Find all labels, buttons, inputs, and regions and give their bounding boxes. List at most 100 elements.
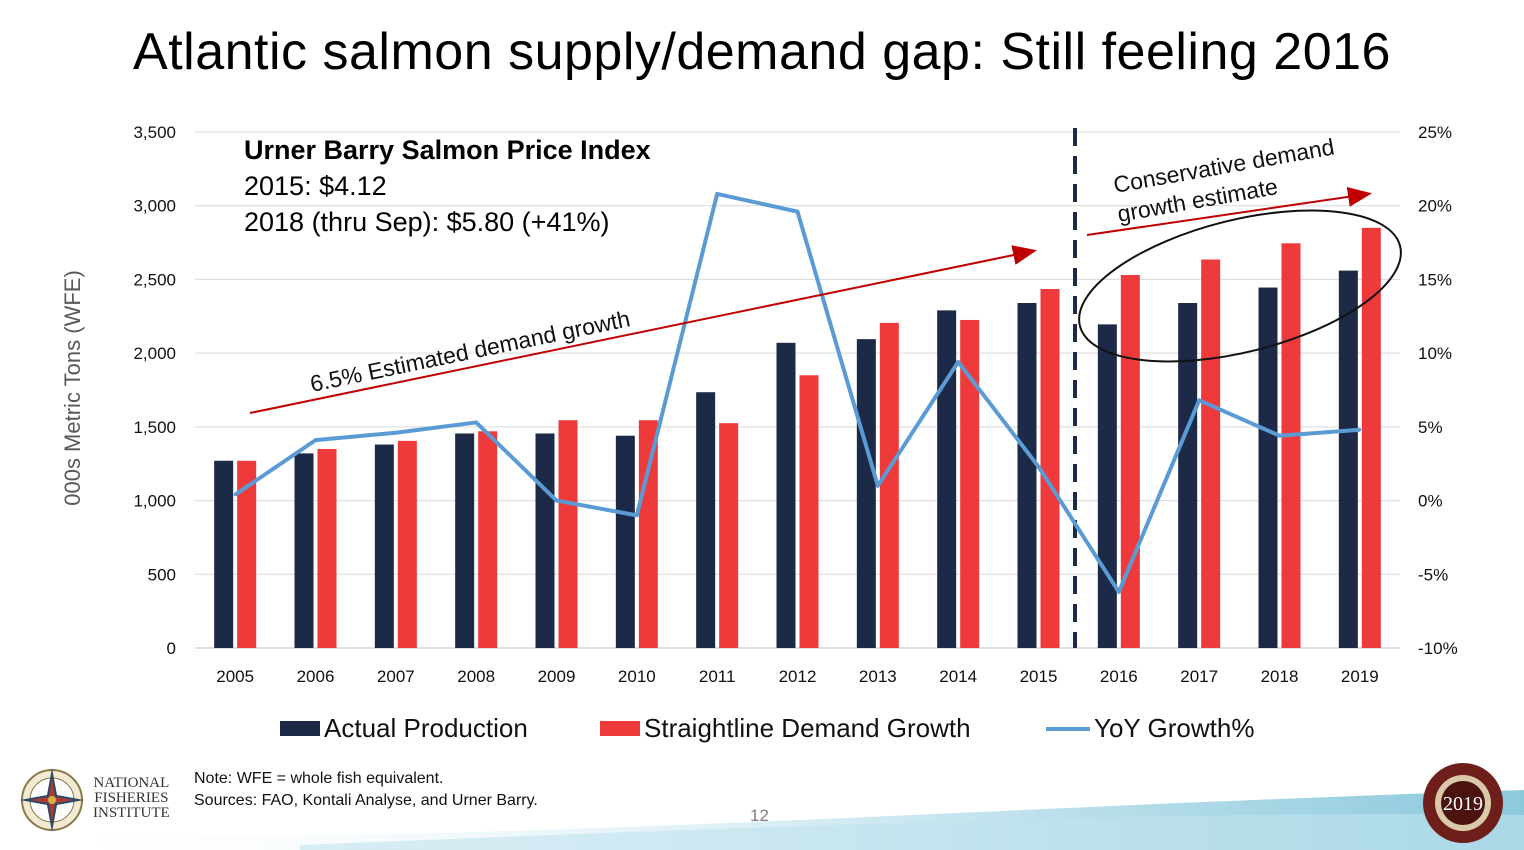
bar-demand-growth bbox=[960, 319, 980, 648]
footer-sources: Sources: FAO, Kontali Analyse, and Urner… bbox=[194, 792, 538, 809]
x-tick-label: 2014 bbox=[939, 667, 977, 686]
conference-year: 2019 bbox=[1443, 793, 1483, 815]
y-tick-label: 2,000 bbox=[133, 344, 176, 363]
bar-demand-growth bbox=[317, 448, 337, 648]
legend-label-demand: Straightline Demand Growth bbox=[644, 713, 971, 743]
slide-title: Atlantic salmon supply/demand gap: Still… bbox=[133, 23, 1391, 81]
x-tick-label: 2017 bbox=[1180, 667, 1218, 686]
legend-label-actual: Actual Production bbox=[324, 713, 528, 743]
y2-tick-label: 15% bbox=[1418, 270, 1452, 289]
bar-actual-production bbox=[374, 444, 394, 648]
x-tick-label: 2007 bbox=[377, 667, 415, 686]
grid-lines bbox=[195, 131, 1400, 649]
yoy-point bbox=[233, 493, 237, 497]
bar-actual-production bbox=[1097, 324, 1117, 648]
bar-actual-production bbox=[776, 342, 796, 648]
legend-item-actual: Actual Production bbox=[280, 713, 528, 744]
demand-growth-label: 6.5% Estimated demand growth bbox=[308, 305, 633, 397]
bar-demand-growth bbox=[1201, 259, 1221, 648]
nfi-text-line1: NATIONAL bbox=[93, 775, 170, 791]
yoy-point bbox=[956, 360, 960, 364]
yoy-point bbox=[635, 513, 639, 517]
yoy-point bbox=[796, 210, 799, 214]
bar-actual-production bbox=[937, 310, 957, 648]
nfi-logo-text: NATIONAL FISHERIES INSTITUTE bbox=[93, 776, 170, 821]
price-index-2018: 2018 (thru Sep): $5.80 (+41%) bbox=[244, 207, 610, 237]
bar-actual-production bbox=[535, 433, 555, 648]
x-tick-label: 2005 bbox=[216, 667, 254, 686]
price-index-2015: 2015: $4.12 bbox=[244, 171, 387, 201]
yoy-point bbox=[555, 499, 558, 503]
bar-actual-production bbox=[1017, 303, 1037, 648]
legend-swatch-actual bbox=[280, 721, 320, 736]
bar-demand-growth bbox=[879, 322, 899, 648]
bar-demand-growth bbox=[638, 420, 658, 648]
yoy-line-layer bbox=[233, 191, 1362, 594]
yoy-point bbox=[876, 484, 880, 488]
bars bbox=[214, 227, 1381, 649]
y2-tick-label: 0% bbox=[1418, 492, 1443, 511]
x-tick-label: 2015 bbox=[1020, 667, 1058, 686]
nfi-compass-logo-icon bbox=[20, 768, 84, 832]
x-tick-label: 2019 bbox=[1341, 667, 1379, 686]
nfi-text-line3: INSTITUTE bbox=[93, 805, 170, 821]
y2-tick-label: 20% bbox=[1418, 197, 1452, 216]
legend-item-yoy: YoY Growth% bbox=[1046, 713, 1254, 744]
y2-tick-label: -5% bbox=[1418, 565, 1448, 584]
highlight-ellipse bbox=[1078, 209, 1402, 363]
legend: Actual Production Straightline Demand Gr… bbox=[0, 713, 1524, 749]
y-tick-label: 1,000 bbox=[133, 492, 176, 511]
legend-swatch-demand bbox=[600, 721, 640, 736]
page-number: 12 bbox=[750, 806, 769, 825]
y-tick-label: 3,000 bbox=[133, 197, 176, 216]
bar-demand-growth bbox=[1361, 227, 1381, 649]
x-tick-label: 2012 bbox=[779, 667, 817, 686]
bar-demand-growth bbox=[478, 431, 498, 648]
y2-tick-label: -10% bbox=[1418, 639, 1458, 658]
yoy-point bbox=[1278, 434, 1281, 438]
x-tick-label: 2006 bbox=[297, 667, 335, 686]
x-tick-label: 2016 bbox=[1100, 667, 1138, 686]
bar-demand-growth bbox=[558, 420, 578, 648]
bar-demand-growth bbox=[237, 460, 257, 648]
bar-demand-growth bbox=[1040, 289, 1060, 648]
footer-swoosh bbox=[0, 790, 1524, 850]
y-tick-label: 1,500 bbox=[133, 418, 176, 437]
yoy-point bbox=[1037, 465, 1040, 469]
x-tick-label: 2009 bbox=[538, 667, 576, 686]
footer-note: Note: WFE = whole fish equivalent. Sourc… bbox=[194, 768, 538, 812]
yoy-point bbox=[394, 431, 398, 435]
bar-actual-production bbox=[615, 435, 635, 648]
legend-label-yoy: YoY Growth% bbox=[1094, 713, 1255, 743]
y-tick-label: 500 bbox=[148, 565, 176, 584]
x-tick-label: 2010 bbox=[618, 667, 656, 686]
y-tick-label: 3,500 bbox=[133, 123, 176, 142]
conservative-growth-arrow bbox=[1086, 186, 1372, 236]
bar-actual-production bbox=[214, 460, 234, 648]
y-tick-label: 2,500 bbox=[133, 270, 176, 289]
demand-growth-arrow bbox=[249, 245, 1037, 414]
yoy-point bbox=[1197, 398, 1201, 402]
nfi-text-line2: FISHERIES bbox=[94, 790, 169, 806]
yoy-point bbox=[474, 420, 478, 424]
price-index-box: Urner Barry Salmon Price Index 2015: $4.… bbox=[244, 132, 651, 240]
bar-actual-production bbox=[1338, 270, 1358, 648]
bar-actual-production bbox=[455, 433, 475, 648]
x-tick-label: 2013 bbox=[859, 667, 897, 686]
bar-demand-growth bbox=[1120, 275, 1140, 648]
y2-tick-label: 25% bbox=[1418, 123, 1452, 142]
x-axis-ticks: 2005 2006 2007 2008 2009 2010 2011 2012 2013 2014… bbox=[216, 667, 1378, 686]
y-axis-label: 000s Metric Tons (WFE) bbox=[60, 270, 85, 506]
legend-swatch-yoy bbox=[1046, 726, 1090, 731]
bar-demand-growth bbox=[1281, 243, 1301, 648]
yoy-point bbox=[1358, 428, 1362, 432]
bar-actual-production bbox=[1178, 303, 1198, 648]
bar-actual-production bbox=[1258, 287, 1278, 648]
y-tick-label: 0 bbox=[167, 639, 176, 658]
legend-item-demand: Straightline Demand Growth bbox=[600, 713, 971, 744]
bar-actual-production bbox=[294, 453, 314, 648]
bar-actual-production bbox=[856, 339, 876, 648]
footer-wfe-note: Note: WFE = whole fish equivalent. bbox=[194, 770, 444, 787]
yoy-point bbox=[715, 192, 719, 196]
